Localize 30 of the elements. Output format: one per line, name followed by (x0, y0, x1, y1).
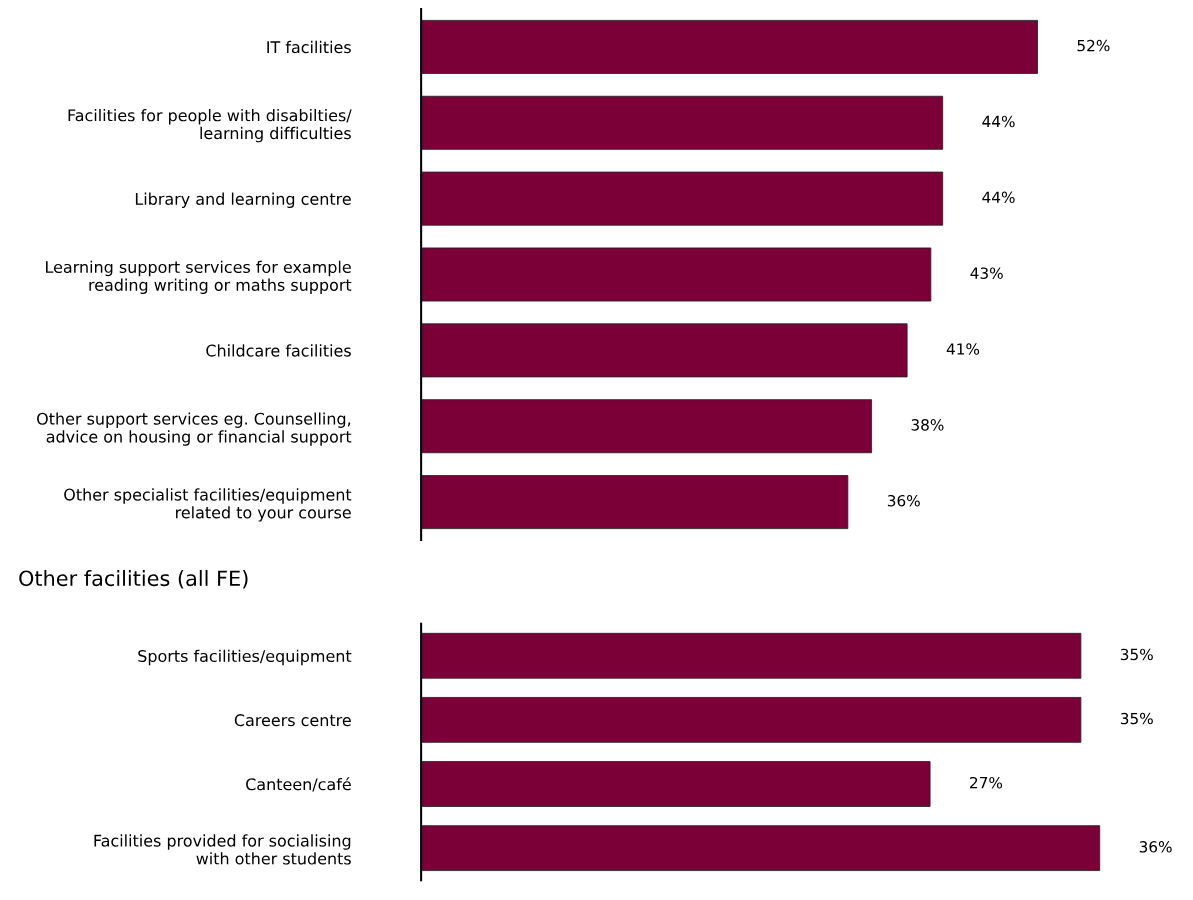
data-label: 52% (1077, 39, 1110, 52)
data-label: 36% (1139, 841, 1172, 853)
y-tick-label: Facilities for people with disabilties/ learning difficulties (68, 108, 352, 143)
data-label: 35% (1120, 712, 1153, 725)
bar (421, 399, 872, 454)
y-tick-label: Careers centre (234, 714, 351, 727)
bar (421, 247, 932, 302)
bar (421, 171, 944, 226)
y-tick-label: Learning support services for example reading writing or maths support (46, 260, 352, 295)
y-tick-label: Library and learning centre (135, 192, 351, 209)
text: Other facilities (all FE) (19, 570, 248, 589)
bar (421, 95, 944, 150)
y-tick-label: Sports facilities/equipment (138, 649, 352, 666)
data-label: 41% (946, 343, 980, 355)
y-tick-label: Facilities provided for socialising with other students (94, 834, 351, 865)
data-label: 36% (887, 494, 920, 507)
y-tick-label: Other specialist facilities/equipment related to your course (64, 488, 352, 522)
data-label: 35% (1120, 648, 1153, 661)
y-tick-label: IT facilities (267, 40, 351, 54)
y-tick-label: Canteen/café (246, 777, 351, 792)
data-label: 43% (970, 267, 1003, 279)
data-label: 38% (911, 419, 944, 431)
data-label: 27% (970, 776, 1003, 789)
y-tick-label: Other support services eg. Counselling, advice on housing or financial support (37, 412, 352, 446)
bar (421, 475, 849, 530)
bar (421, 323, 908, 378)
y-tick-label: Childcare facilities (206, 344, 351, 357)
data-label: 44% (982, 115, 1015, 128)
data-label: 44% (982, 191, 1015, 204)
bar (421, 19, 1038, 74)
